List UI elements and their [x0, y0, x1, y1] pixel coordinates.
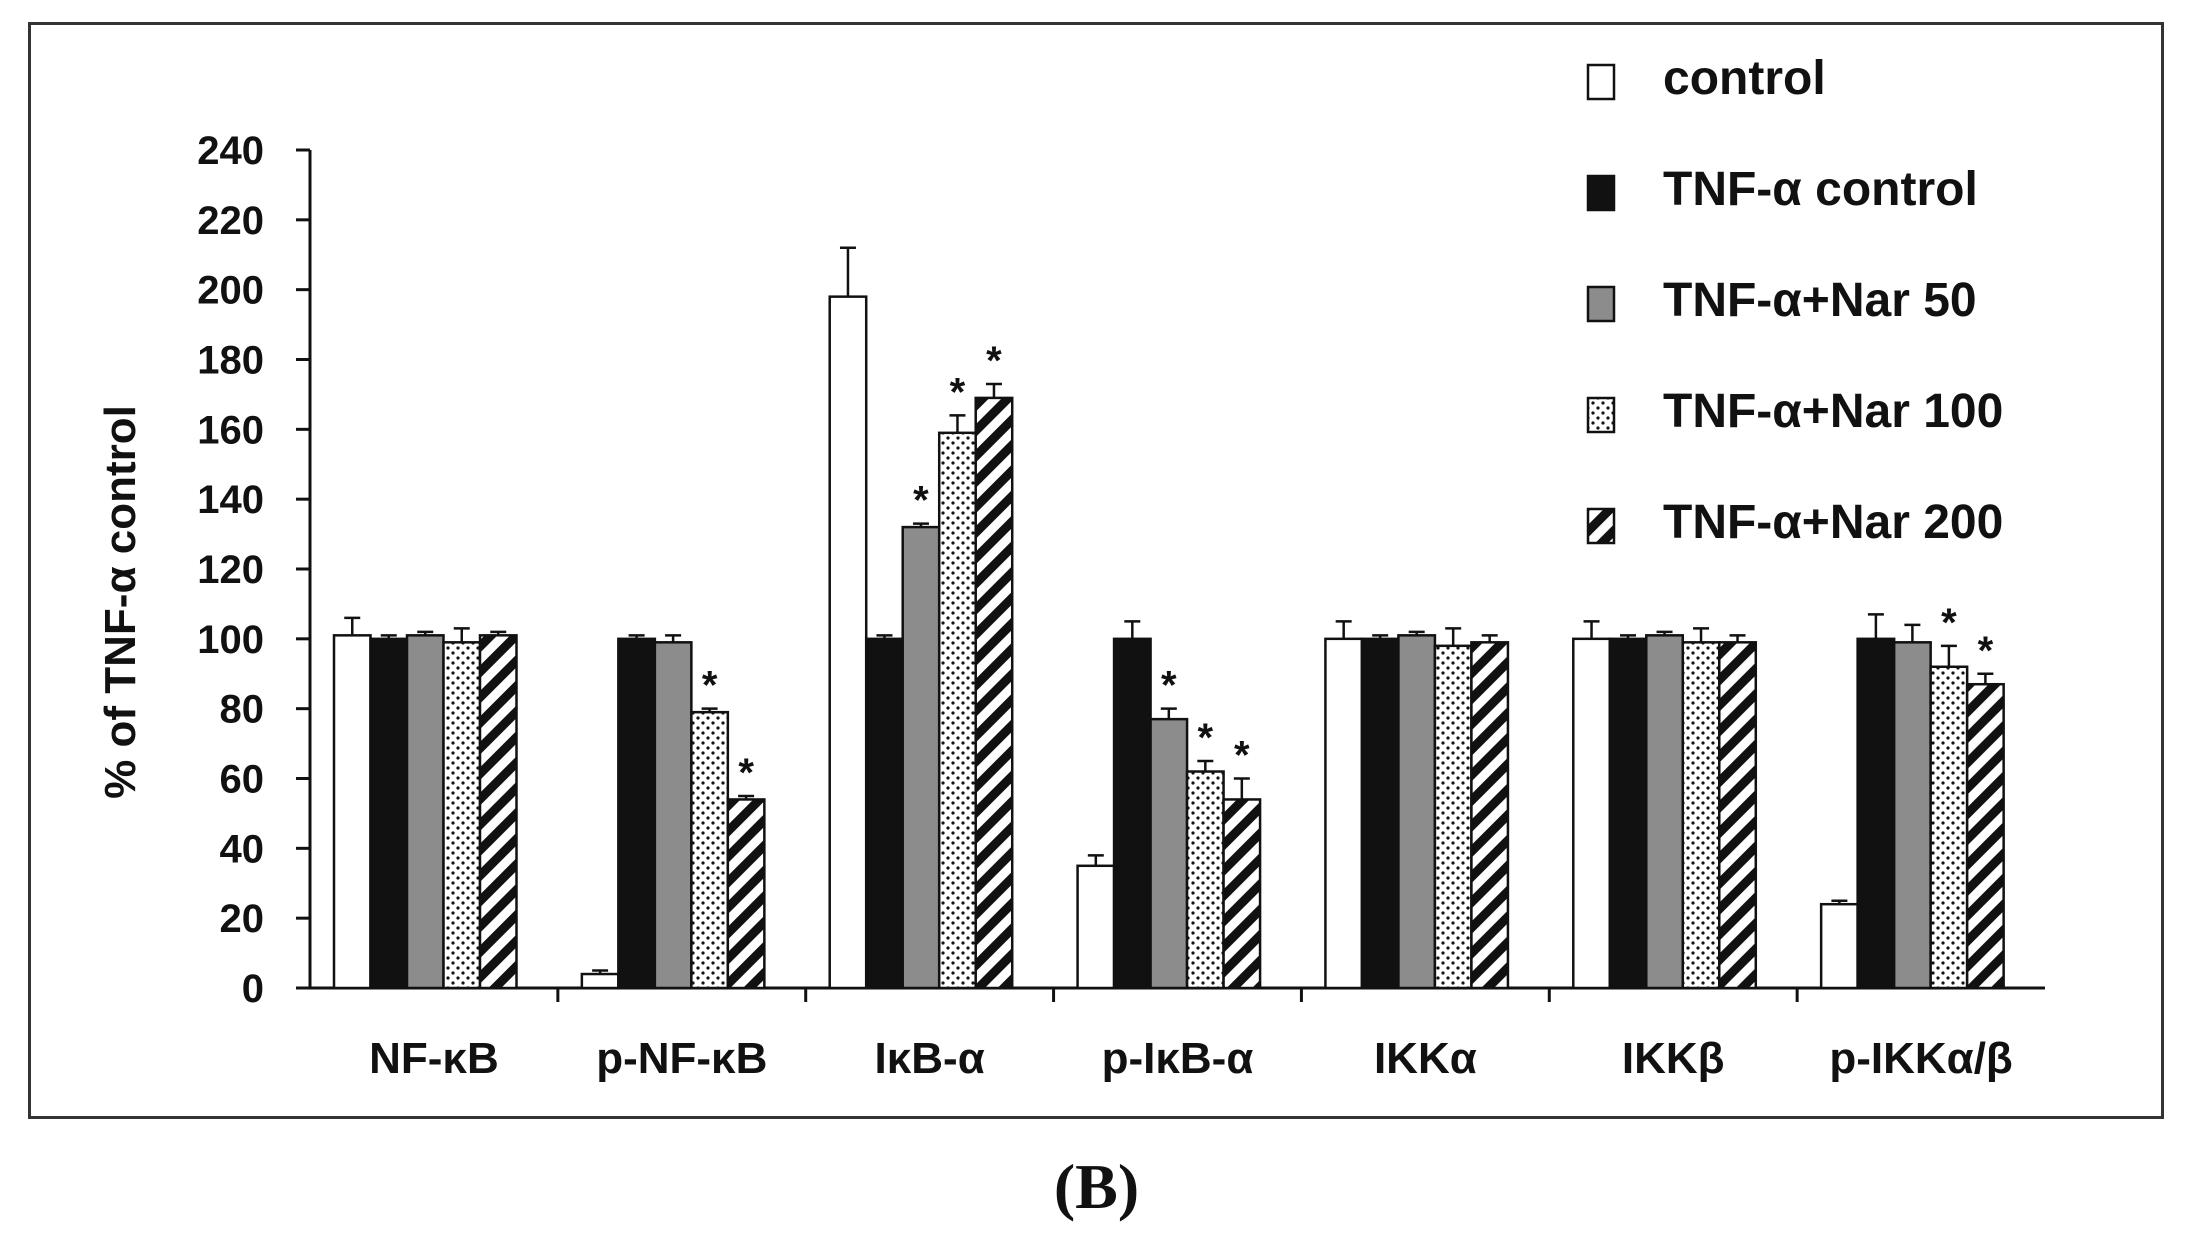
x-tick-label: IKKα [1374, 1034, 1477, 1083]
bar [1470, 641, 1510, 990]
y-tick-label: 40 [220, 827, 265, 871]
bar [1819, 902, 1859, 990]
significance-star: * [950, 370, 966, 414]
bar [864, 637, 904, 990]
bar [1572, 637, 1612, 990]
bar [1149, 717, 1189, 990]
y-tick-label: 200 [197, 269, 264, 313]
bar [1324, 637, 1364, 990]
significance-star: * [1978, 629, 1994, 673]
bar [726, 798, 766, 990]
y-axis: 0 20 40 60 80 100 120 140 160 180 200 220 240 [197, 129, 312, 1011]
bar [1433, 644, 1473, 990]
bar [937, 431, 977, 990]
chart-frame [28, 22, 2164, 1119]
bar [617, 637, 657, 990]
bar [1222, 798, 1262, 990]
significance-star: * [1198, 716, 1214, 760]
bar [1608, 637, 1648, 990]
x-axis: NF-κB p-NF-κB IκB-α p-IκB-α IKKα IKKβ p-IKKα/β [310, 986, 2045, 1083]
x-tick-label: p-NF-κB [596, 1034, 767, 1083]
bar [580, 972, 620, 990]
legend-swatch [1586, 63, 1616, 101]
legend-swatch [1586, 396, 1616, 434]
legend-label: TNF-α+Nar 50 [1663, 274, 1977, 327]
x-tick-label: p-IκB-α [1102, 1034, 1254, 1083]
y-tick-label: 140 [197, 478, 264, 522]
bar [369, 637, 409, 990]
y-tick-label: 80 [220, 688, 265, 732]
significance-star: * [1234, 734, 1250, 778]
significance-star: * [702, 664, 718, 708]
bar-chart: 0 20 40 60 80 100 120 140 160 180 200 220 240 NF-κB p… [96, 52, 2045, 1083]
significance-star: * [1941, 601, 1957, 645]
x-tick-label: IκB-α [875, 1034, 985, 1083]
legend-swatch [1586, 507, 1616, 545]
bar [1892, 641, 1932, 990]
bar [1929, 665, 1969, 990]
legend-label: TNF-α+Nar 100 [1663, 385, 2003, 438]
significance-star: * [913, 479, 929, 523]
y-tick-label: 220 [197, 199, 264, 243]
bar [1360, 637, 1400, 990]
x-tick-label: NF-κB [369, 1034, 499, 1083]
y-tick-label: 60 [220, 758, 265, 802]
y-tick-label: 160 [197, 408, 264, 452]
bar [828, 295, 868, 990]
bar [690, 710, 730, 990]
bar [1681, 641, 1721, 990]
bar [1112, 637, 1152, 990]
bar [974, 396, 1014, 990]
y-tick-label: 240 [197, 129, 264, 173]
bar [442, 641, 482, 990]
bar [1645, 634, 1685, 990]
bar [1718, 641, 1758, 990]
bar [901, 525, 941, 990]
y-tick-label: 120 [197, 548, 264, 592]
bar [1397, 634, 1437, 990]
y-tick-label: 0 [242, 967, 264, 1011]
legend-label: TNF-α+Nar 200 [1663, 496, 2003, 549]
significance-star: * [986, 339, 1002, 383]
legend-label: TNF-α control [1663, 163, 1978, 216]
legend-swatch [1586, 285, 1616, 323]
bar [1965, 682, 2005, 990]
bar [478, 634, 518, 990]
bar [1856, 637, 1896, 990]
y-tick-label: 180 [197, 339, 264, 383]
bar [332, 634, 372, 990]
bar [405, 634, 445, 990]
legend-label: control [1663, 52, 1826, 105]
bars: * * * * * * * * * * [332, 246, 2005, 990]
y-tick-label: 100 [197, 618, 264, 662]
y-axis-title: % of TNF-α control [96, 405, 145, 799]
bar [1185, 770, 1225, 990]
bar [653, 641, 693, 990]
x-tick-label: IKKβ [1622, 1034, 1725, 1083]
significance-star: * [1161, 664, 1177, 708]
legend-swatch [1586, 174, 1616, 212]
legend: control TNF-α control TNF-α+Nar 50 TNF-α+Na… [1586, 52, 2003, 549]
panel-label: (B) [1053, 1151, 1140, 1222]
y-tick-label: 20 [220, 897, 265, 941]
x-tick-label: p-IKKα/β [1829, 1034, 2012, 1083]
bar [1076, 864, 1116, 990]
significance-star: * [738, 751, 754, 795]
